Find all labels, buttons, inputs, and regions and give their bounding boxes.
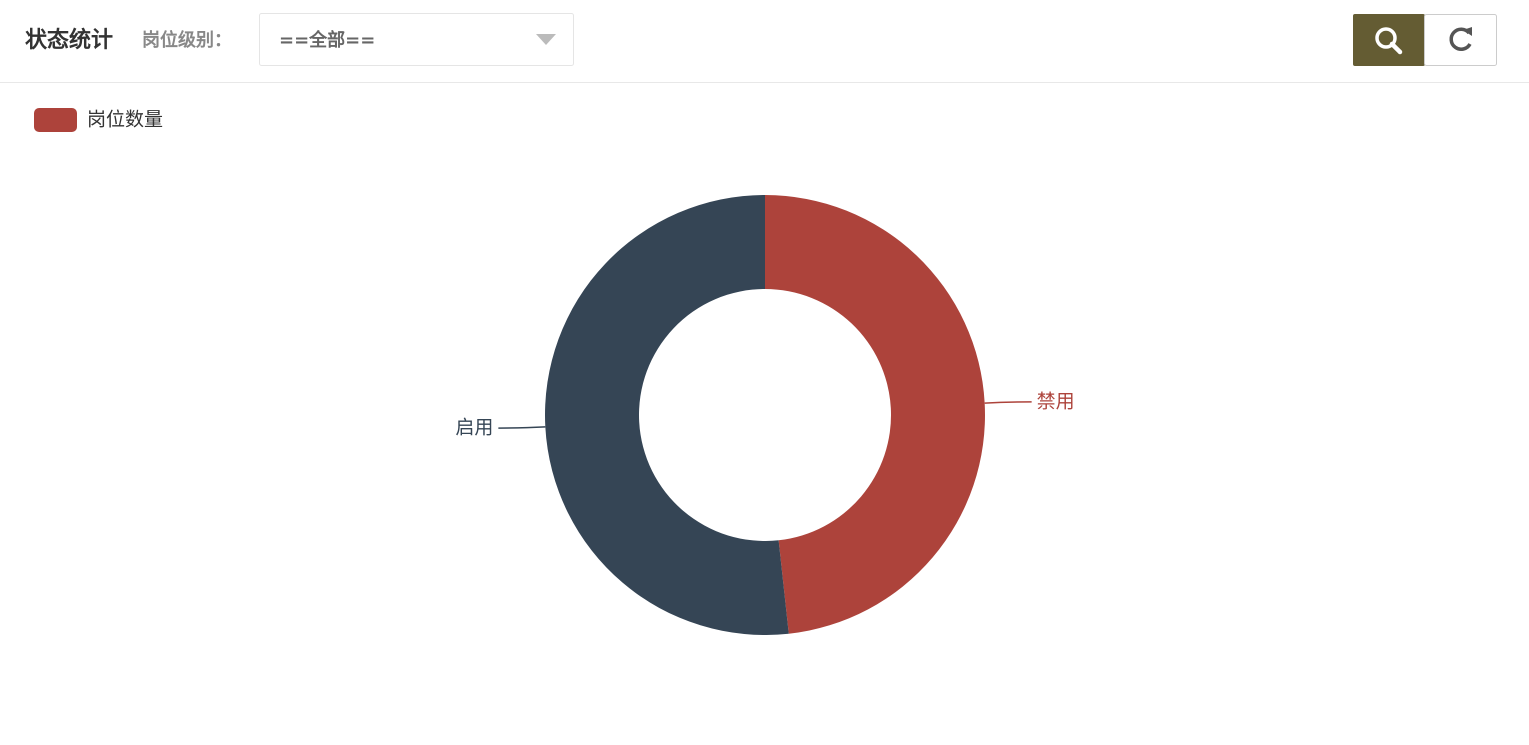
toolbar — [0, 0, 1529, 82]
donut-slice — [765, 195, 985, 634]
refresh-icon-arrow — [1463, 27, 1472, 36]
legend-label[interactable]: 岗位数量 — [87, 109, 163, 131]
filter-label: 岗位级别： — [142, 29, 232, 51]
slice-label: 禁用 — [1037, 390, 1075, 412]
select-value: ==全部== — [279, 29, 375, 51]
donut-slice — [544, 195, 789, 635]
refresh-button[interactable] — [1424, 14, 1497, 66]
search-icon — [1375, 27, 1397, 49]
slice-label: 启用 — [455, 417, 493, 439]
select-caret — [536, 34, 556, 45]
legend-swatch[interactable] — [34, 108, 77, 132]
refresh-button-bg[interactable] — [1424, 14, 1497, 66]
select-box[interactable] — [259, 13, 574, 66]
filter-select[interactable]: ==全部== — [259, 13, 574, 66]
label-line — [498, 426, 546, 429]
search-button-bg[interactable] — [1353, 14, 1425, 66]
search-icon-handle — [1389, 41, 1403, 55]
page-title: 状态统计 — [25, 27, 113, 53]
refresh-icon — [1449, 27, 1472, 51]
search-button[interactable] — [1353, 14, 1425, 66]
label-line — [984, 401, 1032, 404]
